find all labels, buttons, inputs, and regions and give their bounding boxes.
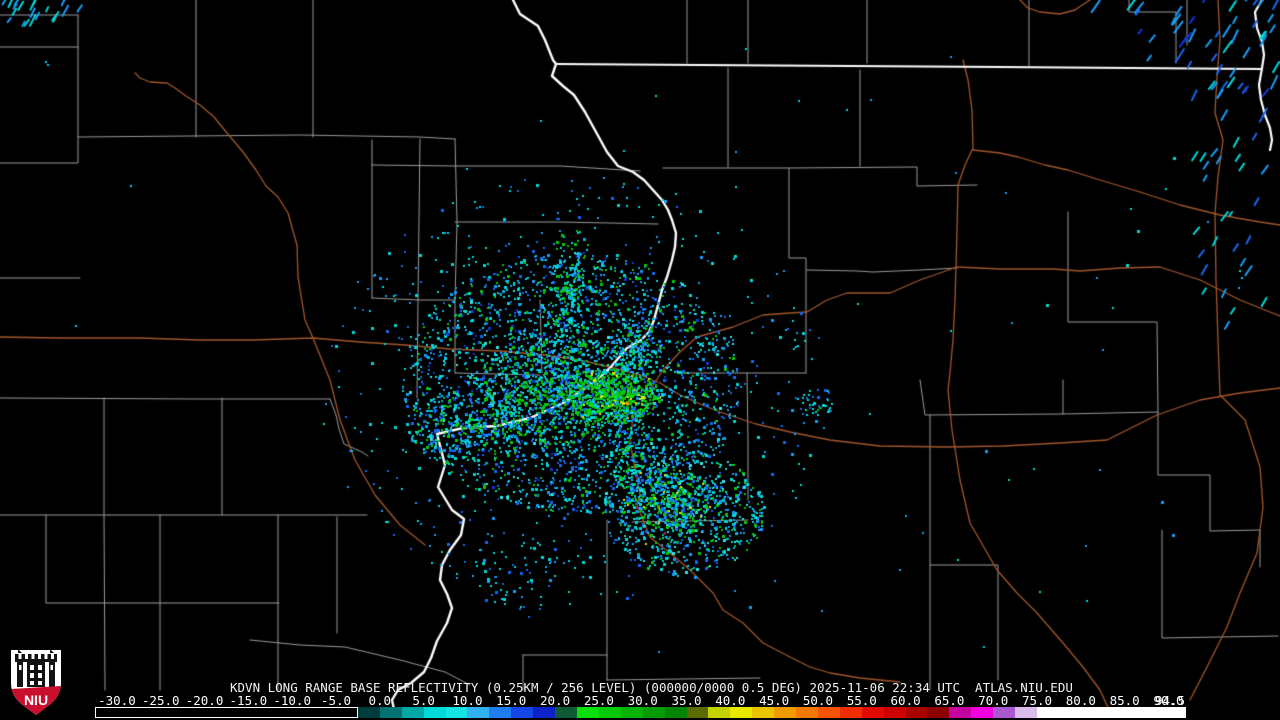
colorbar-band	[774, 707, 797, 718]
colorbar-label: -5.0	[320, 693, 352, 708]
colorbar-band	[576, 707, 600, 718]
colorbar-label: 15.0	[496, 693, 527, 708]
colorbar-label: 50.0	[802, 693, 833, 708]
colorbar-label: 90.0	[1153, 693, 1184, 708]
colorbar-blank-section	[95, 707, 358, 718]
colorbar-band	[905, 707, 928, 718]
colorbar-band	[598, 707, 622, 718]
colorbar-band	[357, 707, 381, 718]
colorbar-band	[423, 707, 447, 718]
colorbar-label: -15.0	[229, 693, 268, 708]
colorbar-band	[489, 707, 512, 718]
colorbar-label: 60.0	[890, 693, 921, 708]
reflectivity-colorbar	[95, 707, 1186, 718]
colorbar-band	[620, 707, 644, 718]
colorbar-band	[861, 707, 885, 718]
colorbar-band	[642, 707, 666, 718]
colorbar-label: 20.0	[539, 693, 571, 708]
colorbar-white-section	[1037, 707, 1186, 718]
colorbar-label: 75.0	[1021, 693, 1053, 708]
colorbar-label: -30.0	[98, 693, 136, 708]
colorbar-label: 55.0	[846, 693, 877, 708]
colorbar-band	[686, 707, 709, 718]
colorbar-band	[533, 707, 556, 718]
colorbar-band	[927, 707, 950, 718]
colorbar-label: 5.0	[412, 693, 435, 708]
colorbar-band	[467, 707, 490, 718]
colorbar-band	[445, 707, 468, 718]
colorbar-band	[817, 707, 841, 718]
colorbar-label: 80.0	[1065, 693, 1096, 708]
colorbar-band	[796, 707, 819, 718]
colorbar-label: -10.0	[273, 693, 311, 708]
colorbar-label: -25.0	[141, 693, 180, 708]
colorbar-band	[401, 707, 425, 718]
colorbar-label: 94.5	[1154, 693, 1186, 708]
colorbar-label: 40.0	[715, 693, 746, 708]
colorbar-label: 35.0	[671, 693, 702, 708]
colorbar-label: 0.0	[368, 693, 392, 708]
product-title: KDVN LONG RANGE BASE REFLECTIVITY (0.25K…	[230, 680, 1073, 695]
colorbar-label: 30.0	[627, 693, 658, 708]
colorbar-band	[883, 707, 907, 718]
colorbar-band	[752, 707, 775, 718]
colorbar-label: 25.0	[583, 693, 614, 708]
colorbar-band	[730, 707, 753, 718]
colorbar-label: -20.0	[185, 693, 224, 708]
colorbar-band	[993, 707, 1016, 718]
colorbar-band	[971, 707, 994, 718]
colorbar-label: 70.0	[978, 693, 1009, 708]
colorbar-band	[1015, 707, 1038, 718]
colorbar-band	[379, 707, 403, 718]
colorbar-label: 65.0	[934, 693, 965, 708]
colorbar-label: 85.0	[1109, 693, 1140, 708]
colorbar-label: 10.0	[452, 693, 483, 708]
logo-text: NIU	[24, 692, 48, 708]
niu-logo: NIU	[11, 650, 61, 715]
colorbar-band	[839, 707, 863, 718]
colorbar-label: 45.0	[759, 693, 790, 708]
colorbar-band	[555, 707, 578, 718]
colorbar-band	[708, 707, 731, 718]
colorbar-band	[949, 707, 972, 718]
colorbar-band	[664, 707, 687, 718]
colorbar-band	[511, 707, 534, 718]
